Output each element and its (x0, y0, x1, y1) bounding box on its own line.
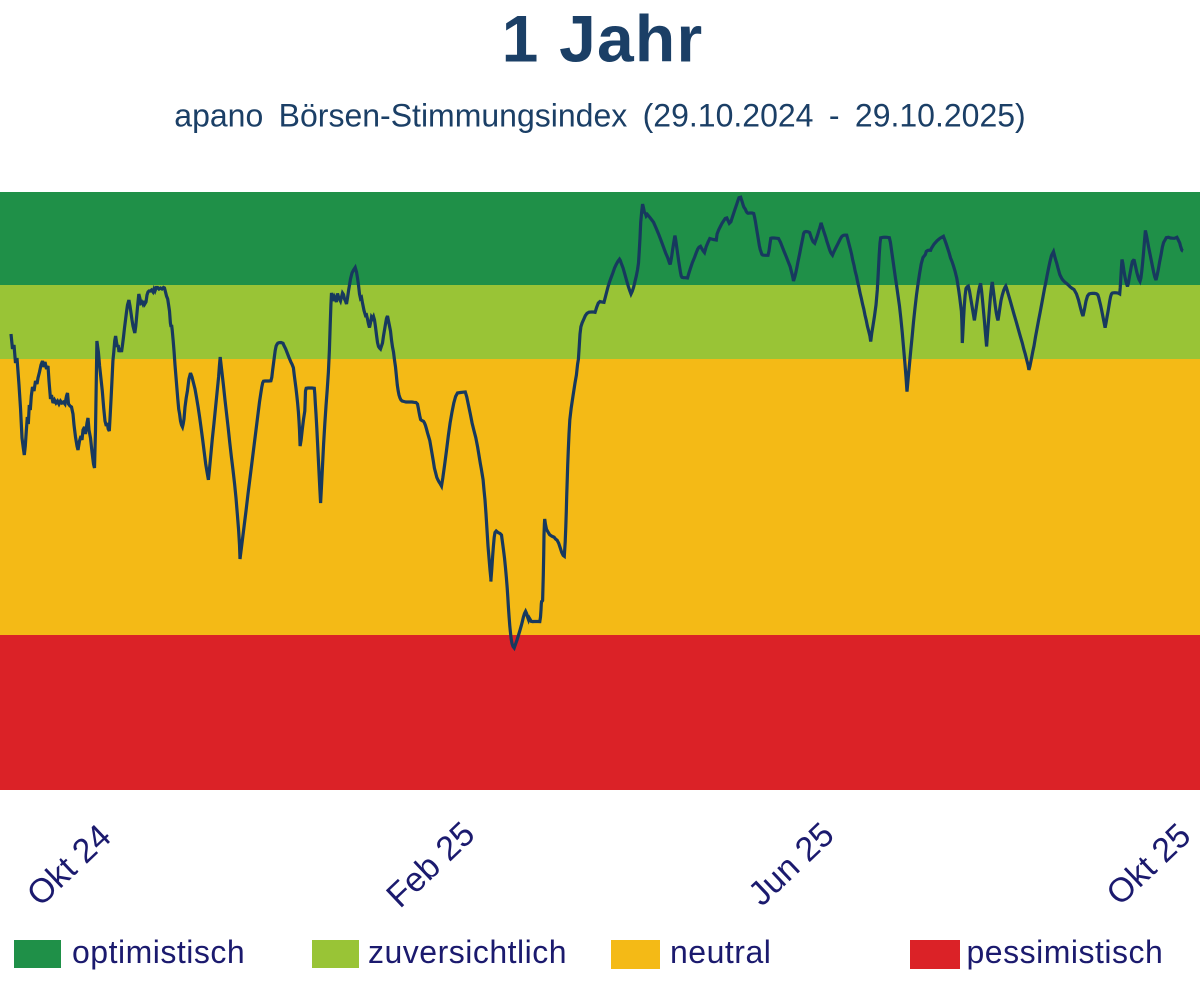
svg-text:zuversichtlich: zuversichtlich (368, 934, 567, 970)
svg-text:apano Börsen-Stimmungsindex (2: apano Börsen-Stimmungsindex (29.10.2024 … (174, 98, 1025, 134)
svg-text:pessimistisch: pessimistisch (967, 934, 1164, 970)
svg-text:neutral: neutral (670, 934, 771, 970)
svg-text:optimistisch: optimistisch (72, 934, 245, 970)
svg-text:1 Jahr: 1 Jahr (502, 2, 704, 76)
